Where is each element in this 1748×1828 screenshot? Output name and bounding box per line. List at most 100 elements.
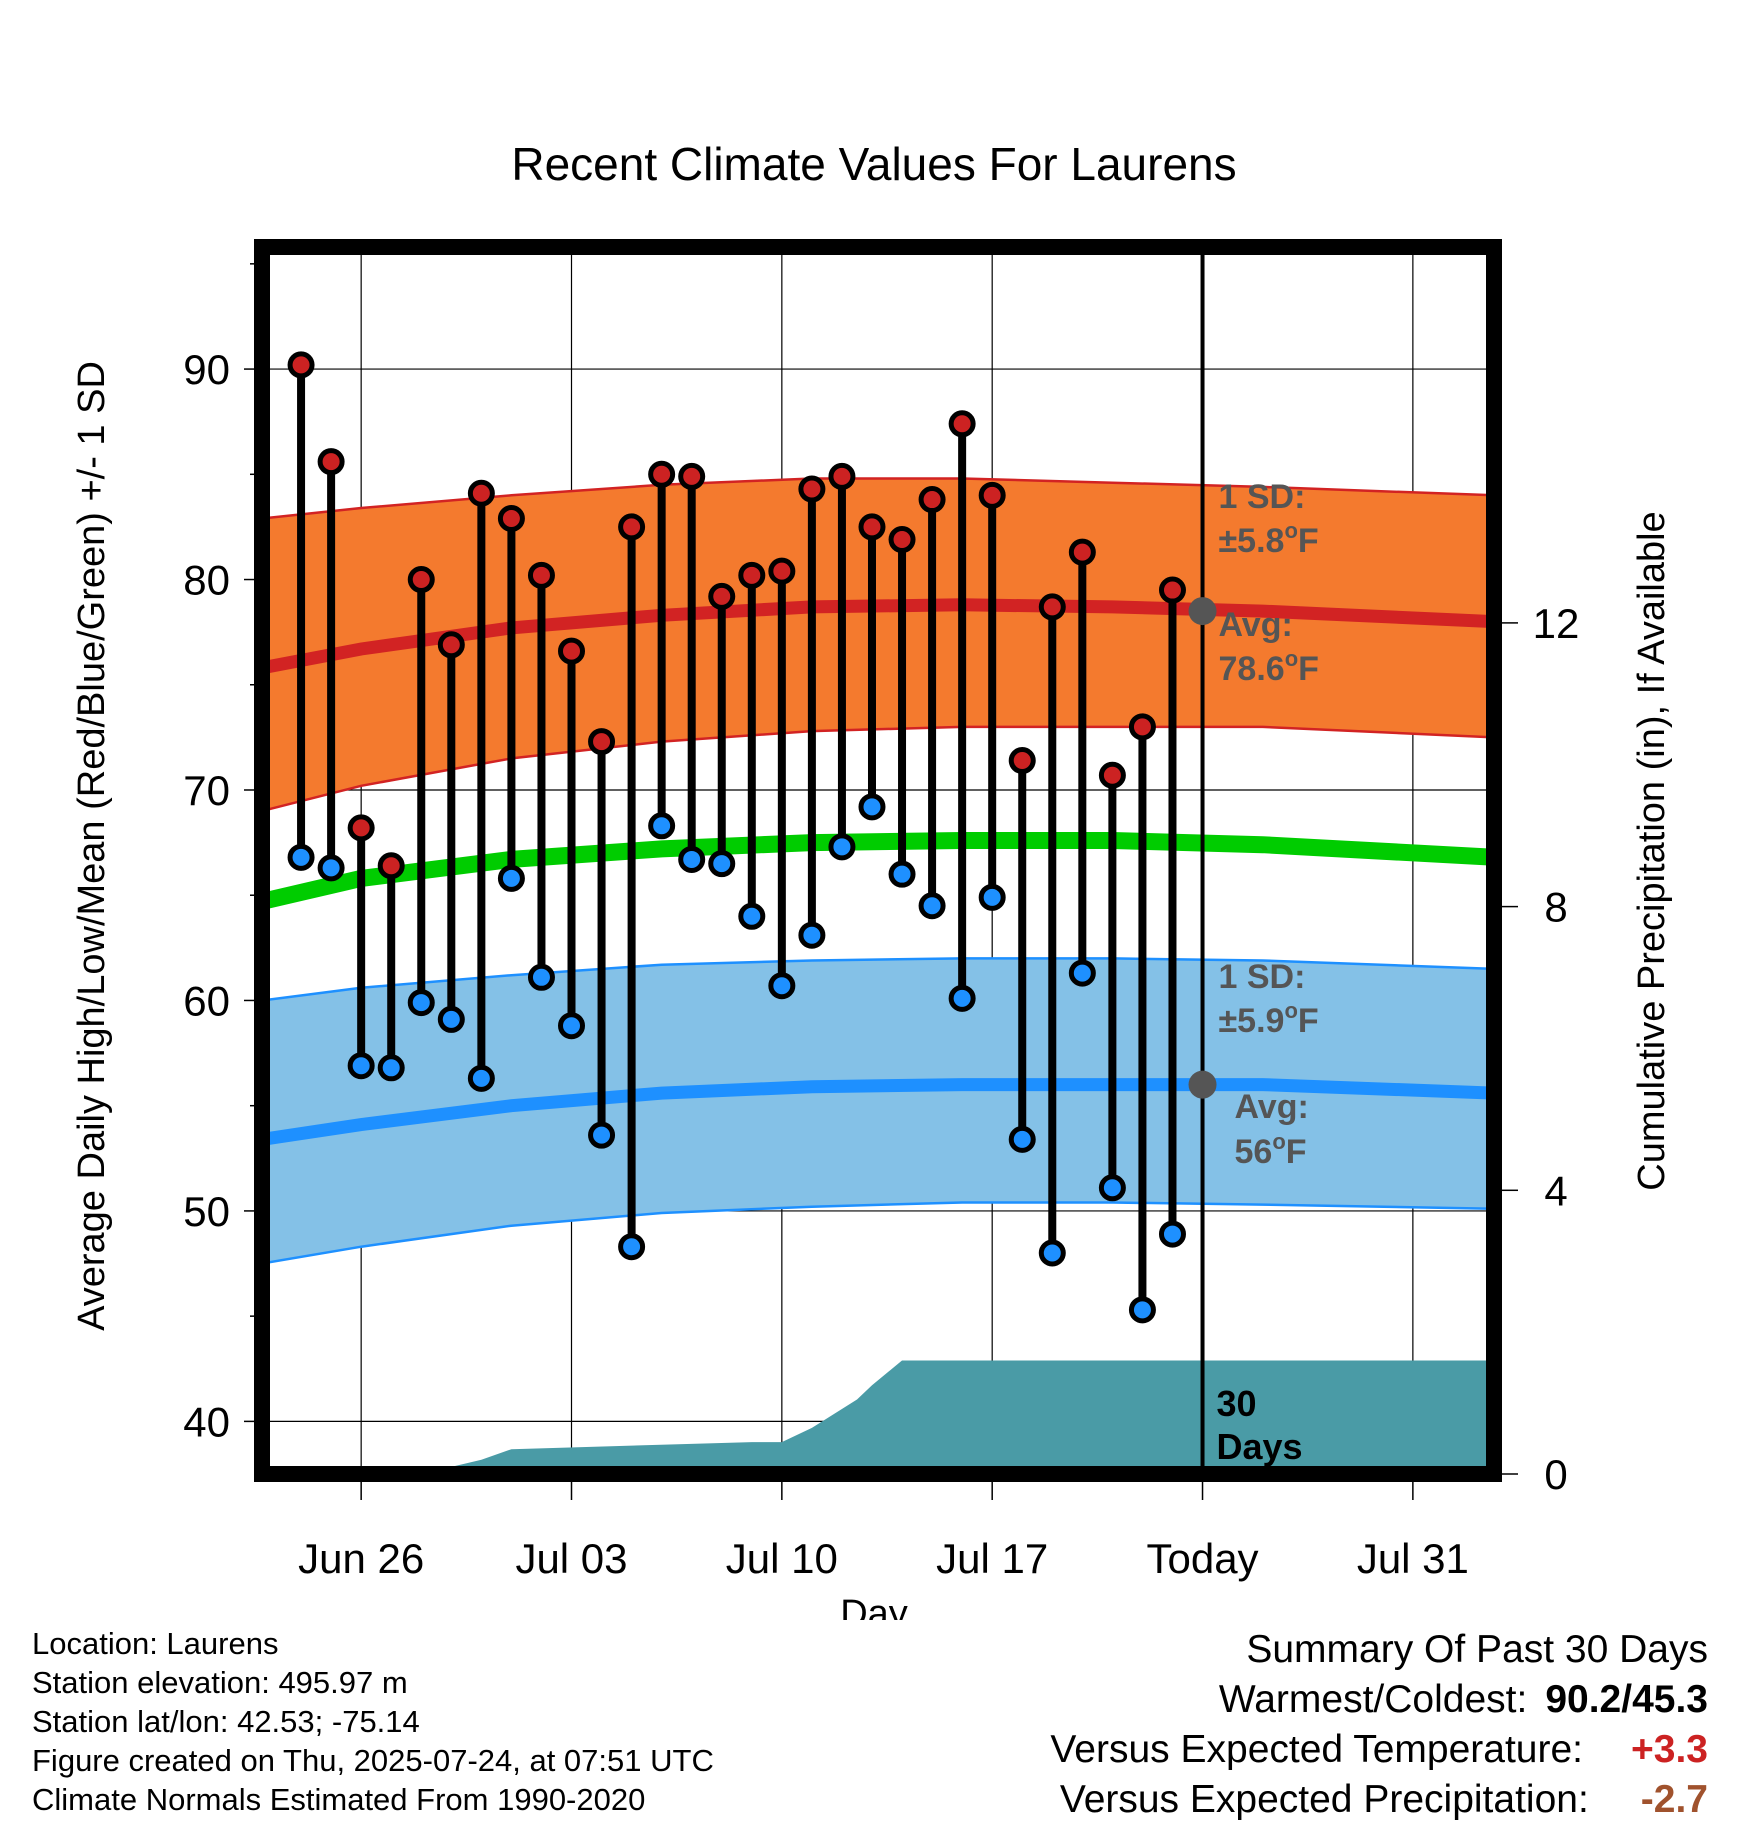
summary-panel: Summary Of Past 30 Days Warmest/Coldest:… xyxy=(1050,1625,1708,1825)
daily-high-point xyxy=(978,481,1006,509)
daily-high-point xyxy=(1098,761,1126,789)
x-axis-label: Day xyxy=(840,1593,908,1620)
today-low-normal-dot xyxy=(1188,1070,1217,1099)
daily-low-point xyxy=(317,854,345,882)
daily-low-point xyxy=(858,793,886,821)
latlon-text: Station lat/lon: 42.53; -75.14 xyxy=(32,1704,420,1739)
daily-low-point xyxy=(708,850,736,878)
warmest-coldest-row: Warmest/Coldest: 90.2/45.3 xyxy=(1050,1675,1708,1725)
daily-high-point xyxy=(317,448,345,476)
chart-title: Recent Climate Values For Laurens xyxy=(511,138,1236,190)
y-left-tick-label: 80 xyxy=(183,557,230,604)
daily-high-point xyxy=(287,351,315,379)
axes: 40 50 60 70 80 90 0 4 8 12 Jun 26 Jul 03 Jul 10 Jul 1… xyxy=(183,239,1579,1582)
high-avg-label-value: Avg: xyxy=(1219,606,1293,644)
daily-high-point xyxy=(407,566,435,594)
high-avg-value-label: 78.6oF xyxy=(1219,646,1319,688)
low-sd-label: 1 SD: xyxy=(1219,958,1306,996)
daily-high-point xyxy=(1068,538,1096,566)
station-info: Location: Laurens Station elevation: 495… xyxy=(32,1624,714,1819)
x-tick-label: Jul 31 xyxy=(1357,1535,1469,1582)
daily-low-point xyxy=(377,1054,405,1082)
low-avg-label-value: Avg: xyxy=(1235,1088,1309,1126)
low-sd-value-label-degree: o xyxy=(1284,998,1297,1023)
daily-low-point xyxy=(648,812,676,840)
daily-high-point xyxy=(497,504,525,532)
daily-high-point xyxy=(437,631,465,659)
daily-low-point xyxy=(888,860,916,888)
temp-departure-row: Versus Expected Temperature: +3.3 xyxy=(1050,1725,1708,1775)
x-tick-label: Today xyxy=(1146,1535,1258,1582)
y-left-tick-label: 50 xyxy=(183,1188,230,1235)
daily-low-point xyxy=(1038,1239,1066,1267)
x-tick-label: Jun 26 xyxy=(298,1535,424,1582)
daily-high-point xyxy=(648,460,676,488)
daily-high-point xyxy=(347,814,375,842)
daily-low-point xyxy=(1008,1125,1036,1153)
daily-low-point xyxy=(828,833,856,861)
elevation-text: Station elevation: 495.97 m xyxy=(32,1665,408,1700)
low-avg-value-label-unit: F xyxy=(1286,1133,1307,1171)
daily-high-point xyxy=(798,475,826,503)
avg-mean-line xyxy=(262,832,1494,910)
temp-departure-label: Versus Expected Temperature: xyxy=(1050,1728,1583,1771)
low-avg-value-label: 56oF xyxy=(1235,1129,1307,1171)
high-sd-value-label-degree: o xyxy=(1284,518,1297,543)
precip-departure-row: Versus Expected Precipitation: -2.7 xyxy=(1050,1775,1708,1825)
warmest-label: Warmest/Coldest: xyxy=(1218,1678,1528,1721)
x-tick-label: Jul 03 xyxy=(515,1535,627,1582)
low-sd-value-label-unit: F xyxy=(1298,1002,1319,1040)
low-avg-value-label-degree: o xyxy=(1272,1129,1285,1154)
daily-high-point xyxy=(948,410,976,438)
today-high-normal-dot xyxy=(1188,597,1217,626)
low-avg-value-label-value: 56 xyxy=(1235,1133,1273,1171)
y-left-tick-label: 70 xyxy=(183,767,230,814)
y-axis-right-label: Cumulative Precipitation (in), If Availa… xyxy=(1631,511,1673,1190)
daily-high-point xyxy=(678,462,706,490)
daily-low-point xyxy=(347,1052,375,1080)
days-label-number: 30 xyxy=(1217,1383,1257,1424)
daily-bars xyxy=(287,351,1186,1324)
daily-high-point xyxy=(618,513,646,541)
daily-high-point xyxy=(467,479,495,507)
daily-low-point xyxy=(798,921,826,949)
precip-departure-value: -2.7 xyxy=(1640,1778,1708,1821)
y-left-tick-label: 90 xyxy=(183,346,230,393)
precip-cumulative-area xyxy=(262,1360,1494,1474)
summary-heading: Summary Of Past 30 Days xyxy=(1246,1628,1708,1671)
daily-high-point xyxy=(588,728,616,756)
daily-low-point xyxy=(588,1121,616,1149)
y-right-tick-label: 8 xyxy=(1544,884,1567,931)
daily-low-point xyxy=(918,892,946,920)
daily-high-point xyxy=(527,561,555,589)
daily-high-point xyxy=(738,561,766,589)
daily-high-point xyxy=(377,852,405,880)
high-sd-label: 1 SD: xyxy=(1219,478,1306,516)
high-sd-label-value: 1 SD: xyxy=(1219,478,1306,516)
normal-bands xyxy=(262,477,1494,1265)
daily-low-point xyxy=(558,1012,586,1040)
daily-high-point xyxy=(1038,593,1066,621)
daily-low-point xyxy=(618,1233,646,1261)
daily-high-point xyxy=(558,637,586,665)
precip-departure-label: Versus Expected Precipitation: xyxy=(1059,1778,1589,1821)
high-avg-label: Avg: xyxy=(1219,606,1293,644)
plot-frame xyxy=(254,239,1502,1482)
created-text: Figure created on Thu, 2025-07-24, at 07… xyxy=(32,1743,714,1778)
daily-low-point xyxy=(678,845,706,873)
y-left-tick-label: 60 xyxy=(183,977,230,1024)
daily-low-point xyxy=(467,1064,495,1092)
low-sd-value-label-value: ±5.9 xyxy=(1219,1002,1285,1040)
y-right-tick-label: 0 xyxy=(1544,1451,1567,1498)
precip-area xyxy=(262,1360,1494,1474)
low-sd-label-value: 1 SD: xyxy=(1219,958,1306,996)
daily-high-point xyxy=(888,526,916,554)
high-sd-value-label-value: ±5.8 xyxy=(1219,522,1285,560)
x-tick-label: Jul 10 xyxy=(726,1535,838,1582)
daily-low-point xyxy=(948,984,976,1012)
daily-low-point xyxy=(407,989,435,1017)
daily-high-point xyxy=(828,462,856,490)
location-text: Location: Laurens xyxy=(32,1626,279,1661)
high-sd-value-label-unit: F xyxy=(1298,522,1319,560)
